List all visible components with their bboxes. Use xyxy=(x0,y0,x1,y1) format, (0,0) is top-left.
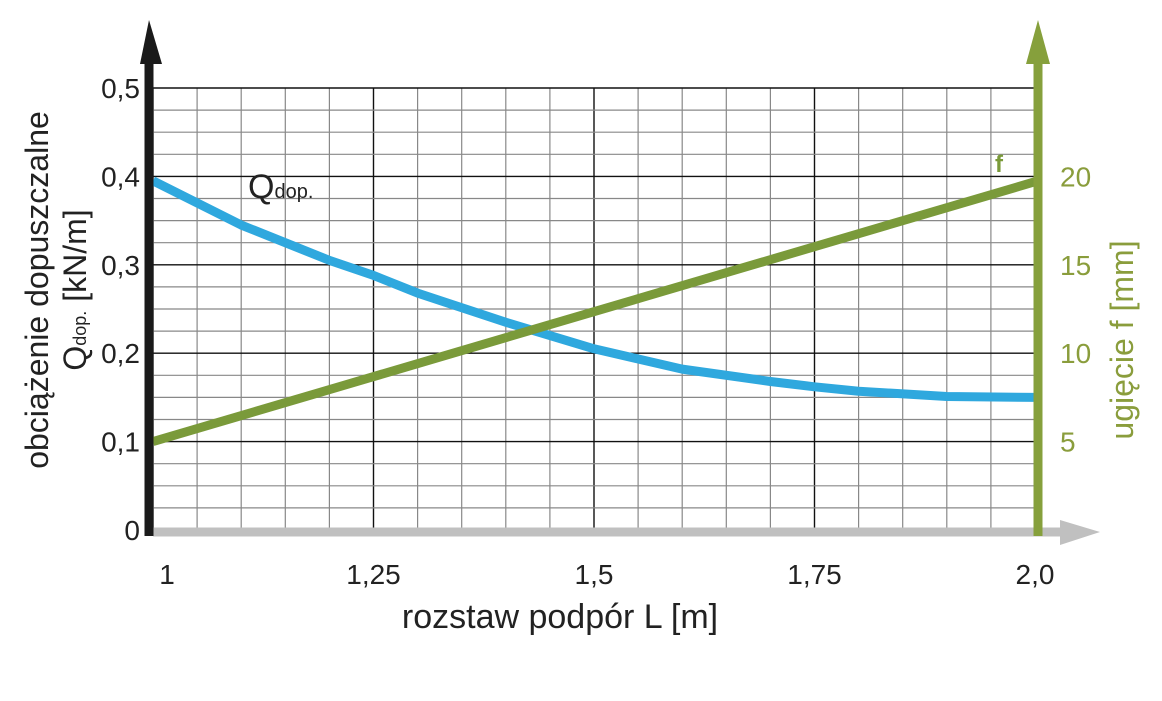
y2-tick-label: 20 xyxy=(1060,161,1091,192)
y-axis-label-line2: Qdop. [kN/m] xyxy=(57,209,93,370)
y-tick-label: 0,3 xyxy=(101,250,140,281)
y2-axis-label: ugięcie f [mm] xyxy=(1104,240,1140,439)
x-tick-label: 1 xyxy=(159,559,175,590)
series-line-q xyxy=(150,176,1036,402)
x-tick-label: 1,5 xyxy=(575,559,614,590)
x-axis-arrow-icon xyxy=(1060,520,1100,545)
axes xyxy=(140,20,1100,545)
x-tick-label: 1,25 xyxy=(346,559,401,590)
y-tick-label: 0,2 xyxy=(101,338,140,369)
series-line-f xyxy=(151,177,1037,446)
tick-labels: 1 1,25 1,5 1,75 2,0 0 0,1 0,2 0,3 0,4 0,5 5 10 15 20 xyxy=(101,73,1091,590)
y2-tick-label: 5 xyxy=(1060,427,1076,458)
grid xyxy=(152,87,1036,531)
y-tick-label: 0 xyxy=(124,515,140,546)
series-label-q: Qdop. xyxy=(248,168,313,206)
y-tick-label: 0,5 xyxy=(101,73,140,104)
x-tick-label: 1,75 xyxy=(787,559,842,590)
series-layer xyxy=(150,176,1037,446)
y2-tick-label: 10 xyxy=(1060,338,1091,369)
x-axis-label: rozstaw podpór L [m] xyxy=(402,598,718,636)
y-tick-label: 0,1 xyxy=(101,427,140,458)
x-tick-label: 2,0 xyxy=(1016,559,1055,590)
y2-axis-arrow-icon xyxy=(1026,20,1050,64)
y-axis-arrow-icon xyxy=(140,20,162,64)
y-tick-label: 0,4 xyxy=(101,161,140,192)
series-label-f: f xyxy=(995,151,1004,178)
y2-tick-label: 15 xyxy=(1060,250,1091,281)
y-axis-label-line1: obciążenie dopuszczalne xyxy=(19,111,55,469)
